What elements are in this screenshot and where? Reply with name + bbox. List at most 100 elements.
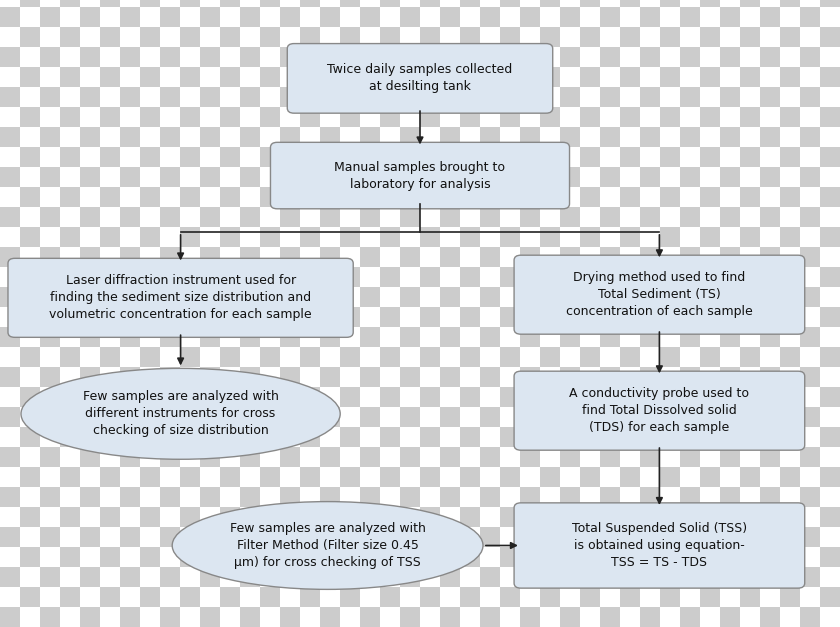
Bar [820, 527, 840, 547]
Bar [140, 207, 160, 227]
Bar [600, 527, 620, 547]
Bar [320, 367, 340, 387]
Bar [820, 207, 840, 227]
Bar [680, 587, 700, 607]
Bar [580, 587, 600, 607]
Bar [600, 387, 620, 407]
Bar [260, 27, 280, 47]
Bar [760, 167, 780, 187]
Bar [760, 367, 780, 387]
Bar [120, 347, 140, 367]
Bar [560, 427, 580, 447]
Bar [360, 207, 380, 227]
Bar [160, 587, 180, 607]
Bar [100, 327, 120, 347]
Bar [160, 167, 180, 187]
Bar [20, 327, 40, 347]
Bar [760, 387, 780, 407]
Bar [580, 287, 600, 307]
Bar [640, 167, 660, 187]
Bar [60, 447, 80, 467]
Bar [120, 447, 140, 467]
Bar [200, 527, 220, 547]
Bar [320, 27, 340, 47]
Bar [340, 607, 360, 627]
Bar [600, 127, 620, 147]
Bar [120, 147, 140, 167]
Bar [80, 247, 100, 267]
Bar [100, 547, 120, 567]
Bar [580, 87, 600, 107]
Bar [260, 607, 280, 627]
Bar [740, 347, 760, 367]
Bar [820, 287, 840, 307]
Bar [320, 147, 340, 167]
Bar [480, 87, 500, 107]
Bar [300, 7, 320, 27]
Bar [700, 27, 720, 47]
Bar [740, 167, 760, 187]
Bar [700, 527, 720, 547]
Bar [0, 567, 20, 587]
Bar [720, 47, 740, 67]
Bar [680, 567, 700, 587]
Bar [160, 187, 180, 207]
Bar [720, 427, 740, 447]
Bar [80, 7, 100, 27]
Bar [800, 307, 820, 327]
Bar [820, 487, 840, 507]
Bar [180, 27, 200, 47]
Bar [720, 0, 740, 7]
Bar [500, 107, 520, 127]
Bar [440, 587, 460, 607]
Bar [80, 587, 100, 607]
Bar [600, 367, 620, 387]
Bar [140, 227, 160, 247]
Bar [440, 487, 460, 507]
Bar [680, 407, 700, 427]
Bar [700, 167, 720, 187]
Bar [440, 227, 460, 247]
Bar [620, 487, 640, 507]
Bar [140, 187, 160, 207]
Bar [780, 287, 800, 307]
Bar [300, 447, 320, 467]
Bar [720, 7, 740, 27]
Bar [200, 127, 220, 147]
FancyBboxPatch shape [514, 255, 805, 334]
Bar [60, 507, 80, 527]
Bar [380, 587, 400, 607]
Bar [0, 127, 20, 147]
Bar [380, 507, 400, 527]
Bar [780, 207, 800, 227]
Bar [800, 567, 820, 587]
Bar [560, 587, 580, 607]
Bar [200, 447, 220, 467]
Bar [740, 547, 760, 567]
Bar [340, 0, 360, 7]
Bar [280, 307, 300, 327]
Bar [820, 607, 840, 627]
Bar [740, 587, 760, 607]
Bar [580, 147, 600, 167]
Bar [140, 287, 160, 307]
Bar [440, 407, 460, 427]
Bar [500, 67, 520, 87]
Bar [280, 67, 300, 87]
Bar [340, 247, 360, 267]
Bar [160, 227, 180, 247]
Bar [760, 567, 780, 587]
Bar [820, 7, 840, 27]
Bar [700, 347, 720, 367]
Bar [560, 47, 580, 67]
Bar [80, 27, 100, 47]
Bar [820, 467, 840, 487]
Bar [480, 47, 500, 67]
Bar [700, 387, 720, 407]
Bar [740, 0, 760, 7]
Bar [220, 127, 240, 147]
Bar [420, 0, 440, 7]
Bar [300, 27, 320, 47]
Bar [100, 267, 120, 287]
Bar [600, 27, 620, 47]
